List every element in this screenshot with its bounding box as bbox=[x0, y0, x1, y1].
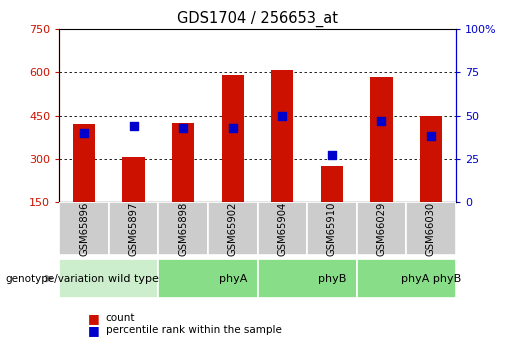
Point bbox=[377, 118, 386, 124]
Text: genotype/variation: genotype/variation bbox=[5, 274, 104, 284]
Text: wild type: wild type bbox=[108, 274, 159, 284]
Bar bbox=[172, 123, 194, 202]
Text: GSM65902: GSM65902 bbox=[228, 201, 238, 256]
Bar bbox=[59, 259, 159, 298]
Point bbox=[229, 125, 237, 130]
Bar bbox=[356, 202, 406, 255]
Bar bbox=[109, 202, 159, 255]
Bar bbox=[420, 116, 442, 202]
Bar bbox=[356, 259, 456, 298]
Text: ■: ■ bbox=[88, 324, 99, 337]
Bar bbox=[123, 157, 145, 202]
Point bbox=[80, 130, 88, 136]
Text: percentile rank within the sample: percentile rank within the sample bbox=[106, 325, 282, 335]
Bar bbox=[73, 124, 95, 202]
Point bbox=[278, 113, 286, 118]
Title: GDS1704 / 256653_at: GDS1704 / 256653_at bbox=[177, 10, 338, 27]
Point bbox=[427, 134, 435, 139]
Text: count: count bbox=[106, 314, 135, 323]
Text: GSM66030: GSM66030 bbox=[426, 201, 436, 256]
Text: ■: ■ bbox=[88, 312, 99, 325]
Bar bbox=[59, 202, 109, 255]
Bar bbox=[221, 75, 244, 202]
Text: GSM66029: GSM66029 bbox=[376, 201, 386, 256]
Bar bbox=[321, 166, 343, 202]
Text: GSM65904: GSM65904 bbox=[277, 201, 287, 256]
Text: GSM65896: GSM65896 bbox=[79, 201, 89, 256]
Bar bbox=[159, 259, 258, 298]
Bar bbox=[258, 259, 356, 298]
Bar bbox=[271, 70, 294, 202]
Text: phyA: phyA bbox=[218, 274, 247, 284]
Text: phyB: phyB bbox=[318, 274, 346, 284]
Text: phyA phyB: phyA phyB bbox=[401, 274, 461, 284]
Point bbox=[328, 152, 336, 158]
Text: GSM65898: GSM65898 bbox=[178, 201, 188, 256]
Point bbox=[129, 123, 138, 129]
Point bbox=[179, 125, 187, 130]
Bar bbox=[159, 202, 208, 255]
Bar bbox=[258, 202, 307, 255]
Text: GSM65897: GSM65897 bbox=[129, 201, 139, 256]
Bar bbox=[406, 202, 456, 255]
Bar bbox=[370, 77, 392, 202]
Bar bbox=[208, 202, 258, 255]
Text: GSM65910: GSM65910 bbox=[327, 201, 337, 256]
Bar bbox=[307, 202, 356, 255]
